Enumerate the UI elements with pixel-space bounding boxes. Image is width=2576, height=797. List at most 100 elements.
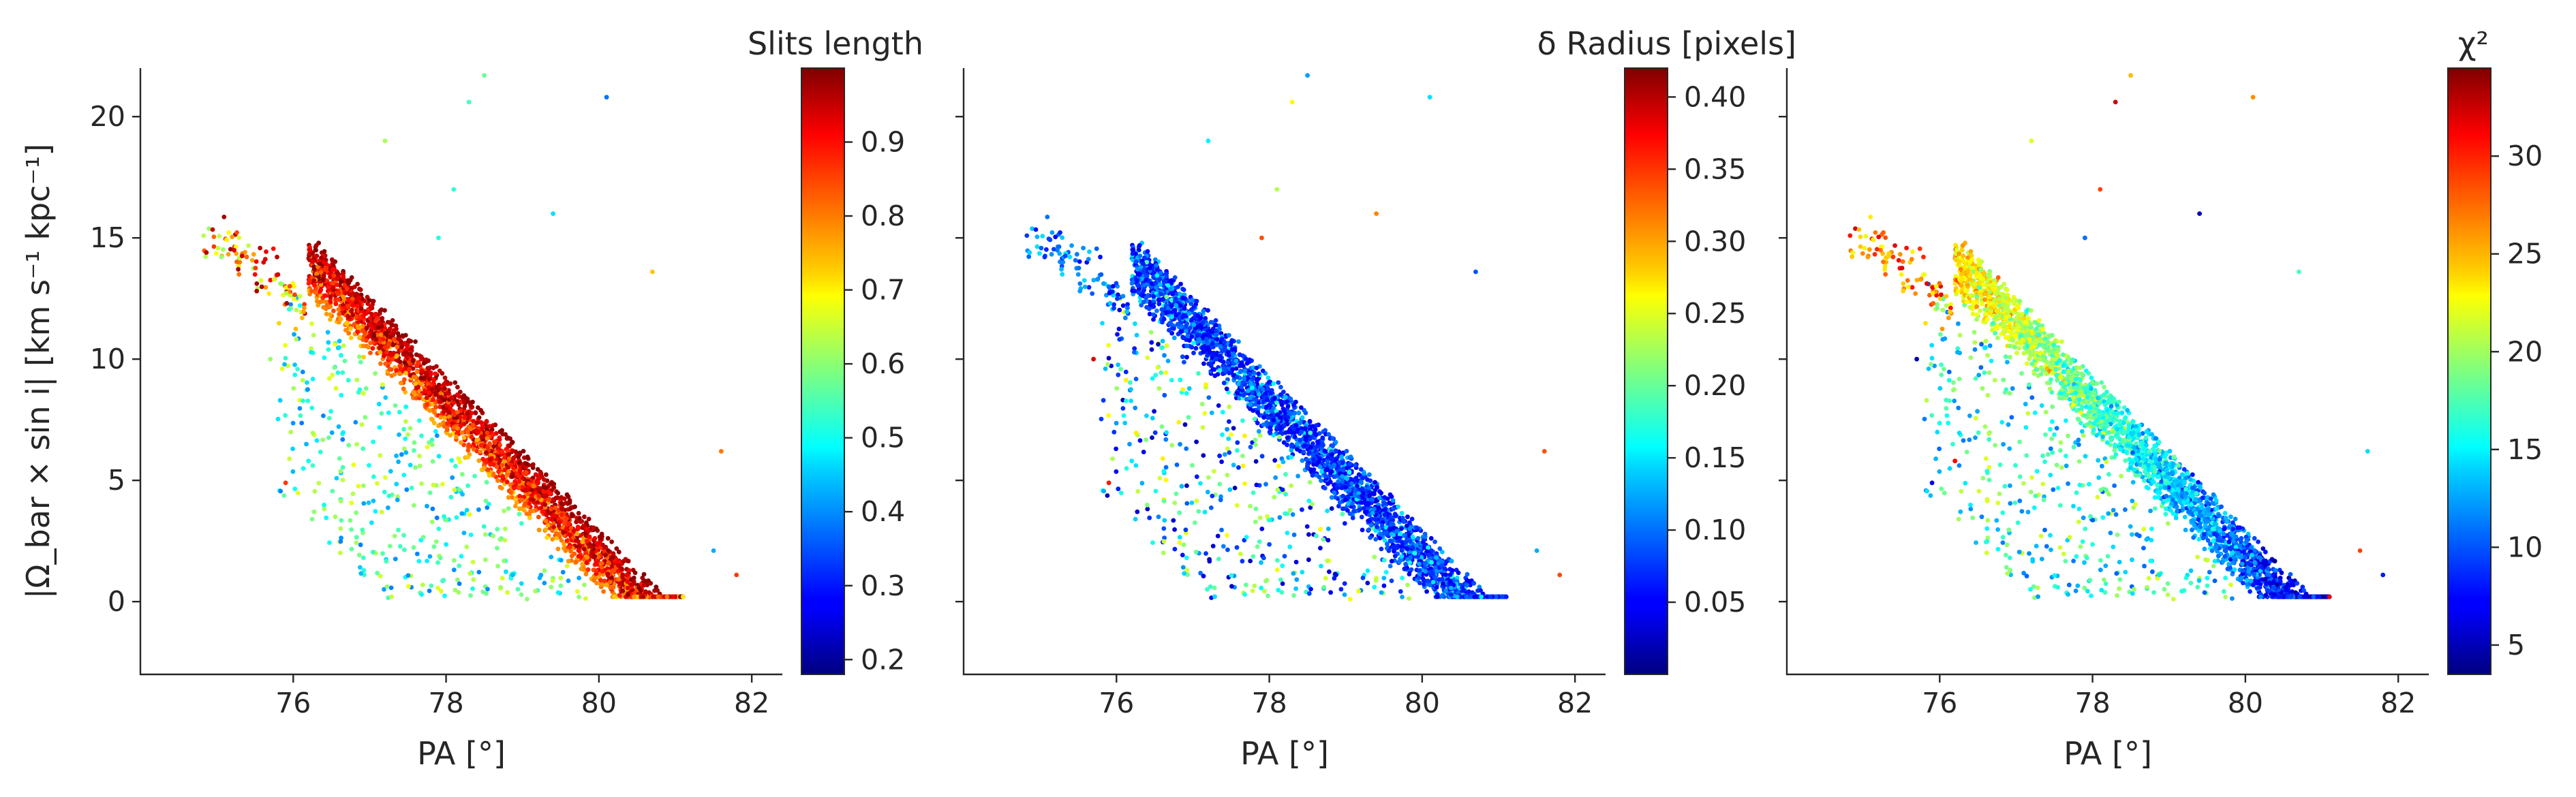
scatter-point	[287, 456, 292, 461]
scatter-point	[517, 493, 523, 499]
scatter-point	[310, 463, 316, 468]
scatter-point	[465, 448, 471, 453]
scatter-point	[352, 322, 357, 327]
scatter-point	[361, 501, 367, 506]
scatter-point	[1366, 518, 1372, 524]
scatter-point	[328, 317, 333, 322]
scatter-point	[332, 365, 337, 370]
scatter-point	[1428, 535, 1434, 541]
scatter-point	[341, 274, 346, 279]
scatter-point	[417, 463, 423, 469]
scatter-point	[309, 289, 314, 294]
scatter-point	[346, 330, 352, 336]
scatter-point	[325, 330, 331, 335]
scatter-point	[379, 411, 384, 416]
scatter-point	[340, 437, 346, 442]
scatter-point	[528, 508, 533, 514]
scatter-point	[442, 386, 447, 391]
scatter-point	[1285, 404, 1291, 409]
scatter-point	[549, 584, 554, 590]
scatter-point	[217, 234, 222, 238]
scatter-point	[490, 423, 495, 428]
scatter-point	[434, 515, 440, 520]
scatter-point	[418, 375, 423, 381]
scatter-point	[403, 332, 408, 338]
scatter-point	[567, 498, 572, 503]
scatter-point	[339, 353, 343, 358]
scatter-point	[380, 382, 385, 387]
scatter-point	[547, 510, 552, 516]
scatter-point	[262, 257, 268, 262]
scatter-point	[312, 488, 318, 494]
scatter-point	[519, 592, 524, 597]
scatter-point	[331, 285, 335, 290]
scatter-point	[1375, 485, 1380, 490]
scatter-point	[452, 412, 457, 418]
scatter-point	[234, 230, 239, 235]
scatter-point	[313, 243, 319, 248]
scatter-point	[643, 589, 648, 594]
scatter-point	[404, 487, 410, 493]
scatter-point	[330, 488, 335, 494]
scatter-point	[350, 491, 356, 497]
scatter-point	[470, 586, 475, 591]
scatter-point	[465, 454, 471, 460]
scatter-point	[461, 531, 467, 535]
scatter-point	[301, 398, 305, 403]
scatter-point	[459, 430, 465, 435]
scatter-point	[373, 509, 378, 514]
scatter-point	[564, 492, 570, 497]
scatter-point	[476, 415, 482, 420]
scatter-point	[358, 571, 364, 576]
scatter-point	[502, 508, 506, 514]
scatter-point	[378, 344, 384, 349]
scatter-point	[515, 587, 521, 592]
scatter-point	[506, 495, 511, 500]
scatter-point	[403, 349, 408, 355]
scatter-point	[718, 449, 724, 454]
scatter-point	[489, 427, 495, 433]
scatter-point	[406, 584, 411, 589]
scatter-point	[605, 572, 611, 577]
scatter-point	[1151, 312, 1156, 317]
scatter-point	[625, 579, 630, 584]
scatter-point	[458, 440, 463, 445]
scatter-point	[549, 554, 554, 560]
scatter-point	[481, 524, 487, 529]
scatter-point	[378, 453, 383, 458]
scatter-point	[310, 377, 316, 381]
scatter-point	[494, 464, 500, 469]
scatter-point	[599, 561, 604, 566]
scatter-point	[453, 587, 458, 593]
scatter-point	[1278, 392, 1283, 397]
scatter-point	[234, 260, 239, 264]
scatter-point	[401, 426, 406, 432]
scatter-point	[533, 589, 538, 594]
scatter-point	[304, 441, 309, 447]
scatter-point	[412, 391, 416, 396]
scatter-point	[378, 332, 384, 337]
scatter-point	[226, 251, 231, 257]
scatter-point	[244, 254, 249, 260]
scatter-point	[375, 325, 381, 330]
scatter-point	[324, 515, 329, 520]
scatter-point	[442, 409, 446, 414]
scatter-point	[309, 321, 314, 326]
scatter-point	[346, 315, 352, 319]
scatter-point	[424, 371, 429, 377]
scatter-point	[354, 540, 359, 545]
scatter-point	[1296, 411, 1302, 416]
scatter-point	[352, 284, 357, 290]
scatter-point	[386, 493, 392, 499]
scatter-point	[384, 584, 390, 589]
y-tick-label: 15	[90, 221, 125, 254]
scatter-point	[350, 296, 355, 301]
scatter-point	[505, 590, 510, 595]
scatter-point	[283, 413, 288, 418]
scatter-point	[331, 267, 337, 272]
scatter-point	[510, 474, 515, 480]
scatter-point	[380, 337, 386, 342]
scatter-point	[512, 479, 518, 484]
scatter-point	[272, 277, 277, 282]
